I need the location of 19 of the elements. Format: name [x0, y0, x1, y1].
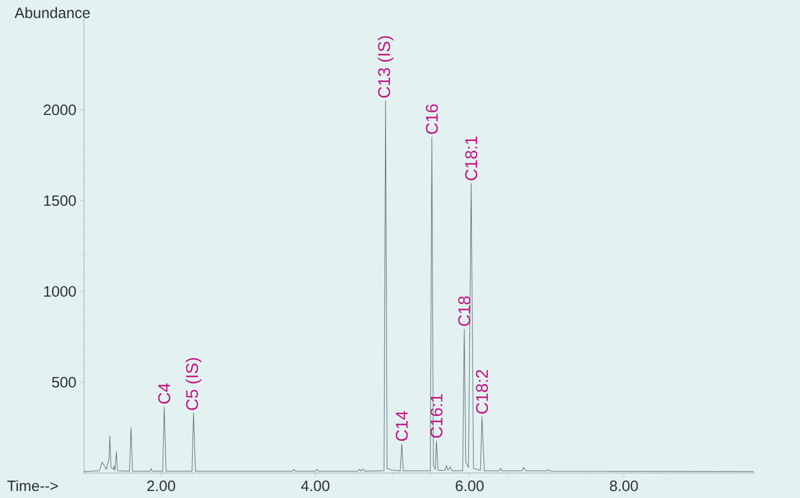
x-tick-label: 6.00	[456, 480, 484, 492]
annotation: C18	[458, 296, 470, 326]
x-tick-label: 8.00	[610, 480, 638, 492]
annotation: C18:1	[465, 136, 478, 180]
annotation: C13 (IS)	[378, 36, 394, 98]
x-tick-label: 2.00	[147, 480, 176, 492]
annotation: C16	[426, 104, 438, 134]
x-axis-title: Time-->	[7, 480, 58, 492]
y-axis-title: Abundance	[14, 7, 90, 18]
x-tick-label: 4.00	[301, 480, 330, 492]
annotation: C14	[396, 411, 408, 441]
y-tick-label: 500	[52, 376, 76, 388]
y-tick-label: 1000	[44, 286, 76, 297]
annotation: C4	[158, 383, 170, 404]
annotation: C16:1	[430, 394, 442, 438]
annotation: C18:2	[476, 370, 488, 414]
y-tick-label: 2000	[44, 104, 76, 116]
annotation: C5 (IS)	[186, 358, 202, 410]
y-tick-label: 1500	[44, 195, 76, 206]
